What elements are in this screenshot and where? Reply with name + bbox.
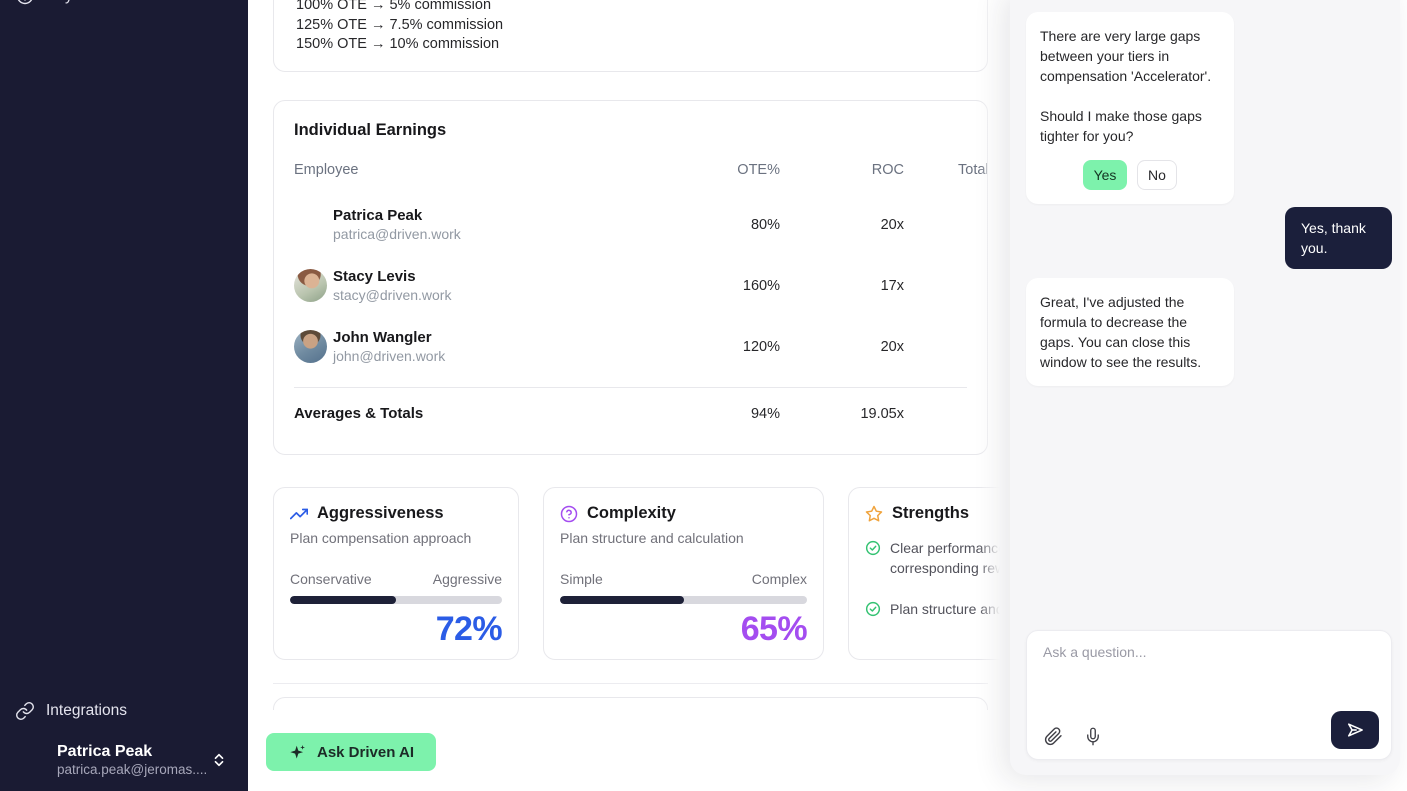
help-circle-icon — [560, 505, 578, 523]
sidebar-item-integrations[interactable]: Integrations — [0, 693, 248, 729]
ai-message-text: There are very large gaps between your t… — [1040, 28, 1212, 84]
totals-roc: 19.05x — [860, 405, 904, 422]
ask-driven-ai-button[interactable]: Ask Driven AI — [266, 733, 436, 771]
avatar — [294, 269, 327, 302]
integrations-icon — [15, 701, 35, 721]
employee-name: Stacy Levis — [333, 268, 416, 285]
ai-message-text: Great, I've adjusted the formula to decr… — [1040, 294, 1202, 370]
progress-bar — [290, 596, 502, 604]
profile-name: Patrica Peak — [57, 743, 153, 760]
check-circle-icon — [865, 599, 881, 617]
chat-input-box — [1026, 630, 1392, 760]
employee-email: patrica@driven.work — [333, 226, 461, 242]
table-row[interactable]: Stacy Levis stacy@driven.work 160% 17x — [294, 255, 967, 316]
card-title: Strengths — [892, 504, 970, 522]
ote-value: 160% — [742, 277, 780, 294]
star-icon — [865, 505, 883, 523]
sidebar-item-label: Integrations — [46, 702, 127, 719]
table-row[interactable]: John Wangler john@driven.work 120% 20x — [294, 316, 967, 377]
card-subtitle: Plan compensation approach — [290, 530, 472, 546]
send-icon — [1345, 720, 1365, 740]
strength-text: Plan structure and — [890, 601, 1004, 617]
trending-up-icon — [290, 505, 308, 523]
metric-value: 65% — [740, 610, 808, 648]
section-title: Individual Earnings — [294, 121, 447, 139]
no-button[interactable]: No — [1137, 160, 1177, 190]
attach-file-button[interactable] — [1044, 727, 1063, 746]
individual-earnings-card: Individual Earnings Employee OTE% ROC To… — [273, 100, 988, 455]
payouts-icon — [15, 0, 35, 6]
avatar — [10, 741, 48, 779]
totals-row: Averages & Totals 94% 19.05x — [294, 387, 967, 422]
paperclip-icon — [1044, 727, 1063, 746]
driven-ai-chat-panel: There are very large gaps between your t… — [1010, 0, 1400, 775]
employee-email: stacy@driven.work — [333, 287, 452, 303]
employee-email: john@driven.work — [333, 348, 446, 364]
card-subtitle: Plan structure and calculation — [560, 530, 744, 546]
ote-value: 80% — [750, 216, 780, 233]
column-header-employee: Employee — [294, 162, 359, 178]
user-message-bubble: Yes, thank you. — [1285, 207, 1392, 269]
ote-value: 120% — [742, 338, 780, 355]
ask-driven-ai-label: Ask Driven AI — [317, 743, 414, 761]
progress-fill — [290, 596, 396, 604]
progress-bar — [560, 596, 807, 604]
chevron-up-down-icon — [212, 750, 226, 770]
avatar — [294, 330, 327, 363]
metric-value: 72% — [435, 610, 503, 648]
microphone-icon — [1084, 727, 1102, 746]
content-fade — [979, 0, 1011, 791]
card-title: Complexity — [587, 504, 676, 522]
profile-email: patrica.peak@jeromas.... — [57, 762, 208, 777]
scale-right-label: Aggressive — [432, 571, 502, 587]
section-divider — [273, 683, 988, 684]
totals-label: Averages & Totals — [294, 405, 424, 422]
send-button[interactable] — [1331, 711, 1379, 749]
scale-left-label: Conservative — [290, 571, 372, 587]
scale-right-label: Complex — [751, 571, 807, 587]
complexity-card: Complexity Plan structure and calculatio… — [543, 487, 824, 660]
ai-message-text: Should I make those gaps tighter for you… — [1040, 108, 1202, 144]
tier-line: 100% OTE → 5% commission — [296, 0, 492, 13]
roc-value: 17x — [880, 277, 904, 294]
commission-tiers-card: 100% OTE → 5% commission 125% OTE → 7.5%… — [273, 0, 988, 72]
sparkle-icon — [288, 743, 307, 762]
avatar — [294, 208, 327, 241]
table-row[interactable]: Patrica Peak patrica@driven.work 80% 20x — [294, 194, 967, 255]
tier-line: 125% OTE → 7.5% commission — [296, 16, 504, 33]
chat-question-input[interactable] — [1027, 631, 1391, 701]
table-header-row: Employee OTE% ROC Total — [294, 162, 987, 178]
yes-button[interactable]: Yes — [1083, 160, 1127, 190]
employee-name: John Wangler — [333, 329, 432, 346]
column-header-roc: ROC — [871, 162, 904, 178]
ai-message-bubble: Great, I've adjusted the formula to decr… — [1026, 278, 1234, 386]
check-circle-icon — [865, 538, 881, 556]
roc-value: 20x — [880, 338, 904, 355]
roc-value: 20x — [880, 216, 904, 233]
card-title: Aggressiveness — [317, 504, 444, 522]
tier-line: 150% OTE → 10% commission — [296, 36, 500, 53]
strength-item: Plan structure and — [865, 599, 1111, 619]
sidebar: Payouts Integrations Patrica Peak patric… — [0, 0, 248, 791]
progress-fill — [560, 596, 684, 604]
scale-left-label: Simple — [560, 571, 603, 587]
sidebar-item-payouts[interactable]: Payouts — [0, 0, 248, 14]
column-header-ote: OTE% — [737, 162, 780, 178]
microphone-button[interactable] — [1084, 727, 1102, 746]
sidebar-item-label: Payouts — [46, 0, 102, 5]
aggressiveness-card: Aggressiveness Plan compensation approac… — [273, 487, 519, 660]
totals-ote: 94% — [750, 405, 780, 422]
employee-name: Patrica Peak — [333, 207, 423, 224]
ai-message-bubble: There are very large gaps between your t… — [1026, 12, 1234, 204]
user-profile-menu[interactable]: Patrica Peak patrica.peak@jeromas.... — [0, 731, 248, 791]
